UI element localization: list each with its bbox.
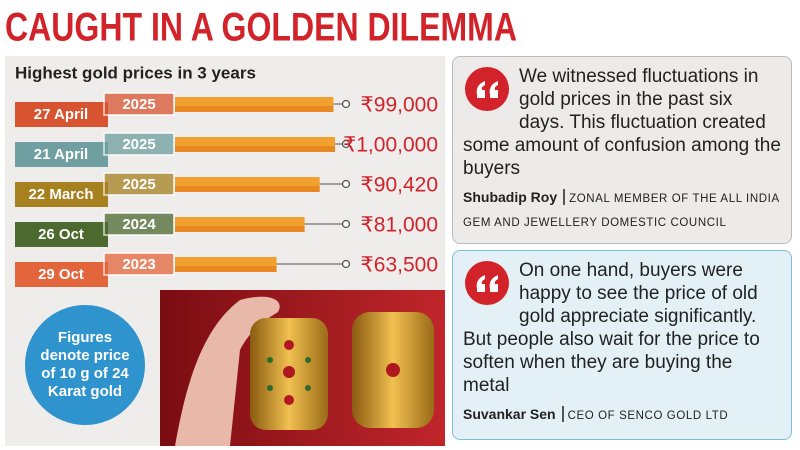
category-label: 22 March <box>28 186 93 203</box>
headline: CAUGHT IN A GOLDEN DILEMMA <box>5 6 517 50</box>
quote-icon <box>465 67 509 111</box>
bar-shine <box>175 186 320 192</box>
value-label: ₹1,00,000 <box>343 134 438 157</box>
bar-shine <box>175 226 305 232</box>
value-label: ₹99,000 <box>360 94 438 117</box>
leader-dot <box>341 99 351 109</box>
quote-name: Suvankar Sen <box>463 406 564 422</box>
bar-shine <box>175 266 277 272</box>
year-box <box>103 92 175 116</box>
category-label: 29 Oct <box>38 266 84 283</box>
value-label: ₹81,000 <box>360 214 438 237</box>
category-label: 26 Oct <box>38 226 84 243</box>
leader-dot <box>341 219 351 229</box>
year-label: 2025 <box>122 176 155 193</box>
quote-box: We witnessed fluctuations in gold prices… <box>452 56 792 244</box>
note: Figures denote price of 10 g of 24 Karat… <box>25 305 145 425</box>
year-box <box>103 252 175 276</box>
value-label: ₹90,420 <box>360 174 438 197</box>
category-box <box>15 262 108 287</box>
bar-shine <box>175 106 334 112</box>
quote-attribution: Shubadip Roy ZONAL MEMBER OF THE ALL INDI… <box>463 186 781 234</box>
leader-dot <box>341 139 351 149</box>
category-label: 27 April <box>34 106 88 123</box>
leader-dot <box>341 179 351 189</box>
category-label: 21 April <box>34 146 88 163</box>
photo <box>160 290 445 446</box>
leader-dot <box>341 259 351 269</box>
quote-box: On one hand, buyers were happy to see th… <box>452 250 792 440</box>
quote-role: ZONAL MEMBER OF THE ALL INDIA GEM AND JE… <box>463 193 780 229</box>
year-box <box>103 212 175 236</box>
category-box <box>15 182 108 207</box>
year-label: 2025 <box>122 96 155 113</box>
year-label: 2024 <box>122 216 156 233</box>
category-box <box>15 222 108 247</box>
quote-role: CEO OF SENCO GOLD LTD <box>567 410 729 422</box>
category-box <box>15 102 108 127</box>
quote-name: Shubadip Roy <box>463 189 566 205</box>
quote-text: We witnessed fluctuations in gold prices… <box>463 66 781 179</box>
year-box <box>103 172 175 196</box>
value-label: ₹63,500 <box>360 254 438 277</box>
year-label: 2023 <box>122 256 155 273</box>
quote-attribution: Suvankar Sen CEO OF SENCO GOLD LTD <box>463 403 781 427</box>
year-box <box>103 132 175 156</box>
category-box <box>15 142 108 167</box>
chart-title: Highest gold prices in 3 years <box>15 63 256 82</box>
quote-text: On one hand, buyers were happy to see th… <box>463 260 760 396</box>
bar-shine <box>175 146 335 152</box>
year-label: 2025 <box>122 136 155 153</box>
quote-icon <box>465 261 509 305</box>
